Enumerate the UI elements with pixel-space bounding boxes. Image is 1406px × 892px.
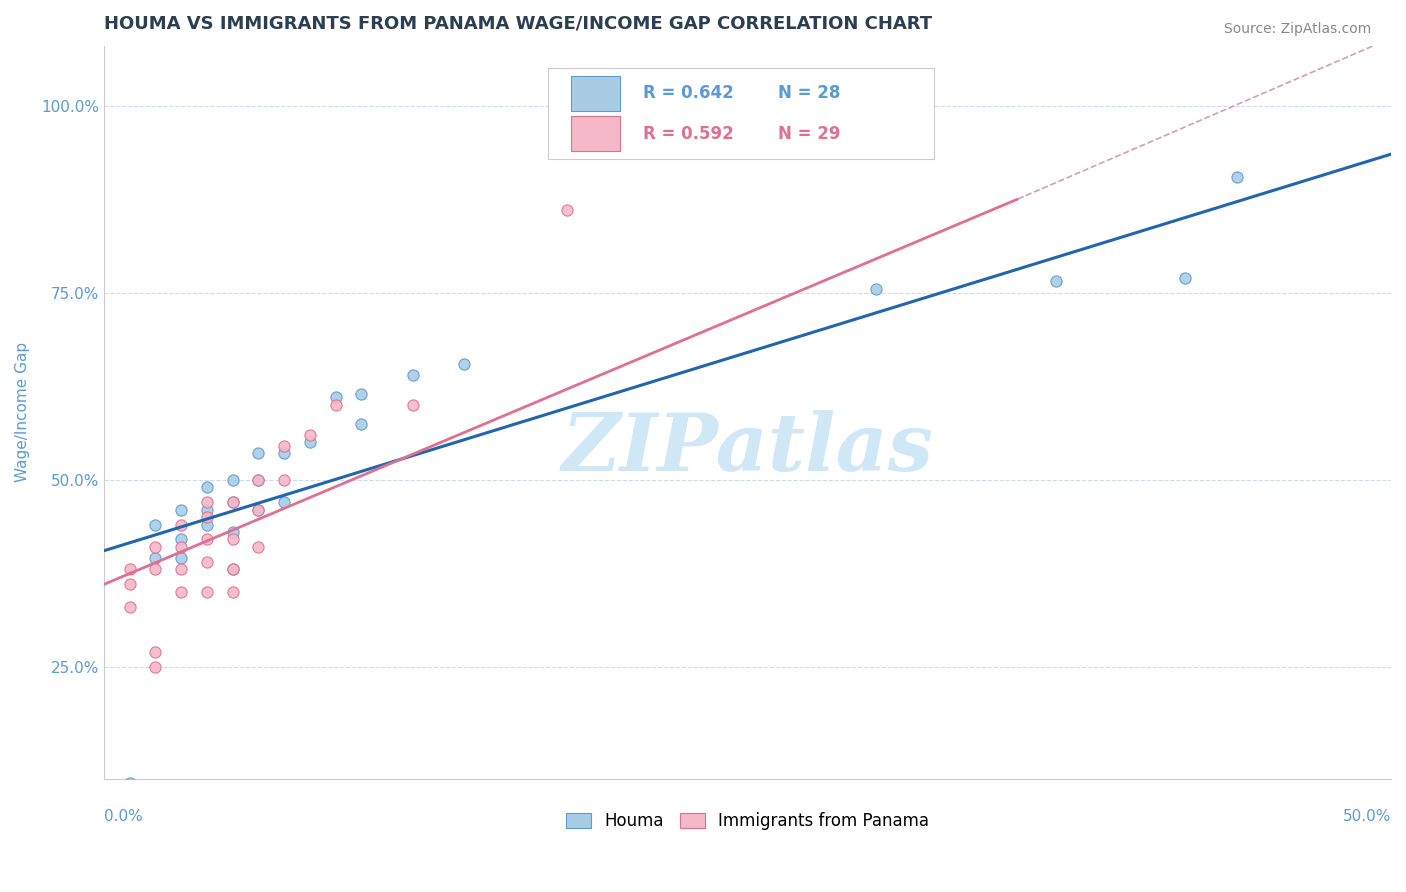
Point <box>145 540 167 554</box>
Point <box>170 585 193 599</box>
Text: 50.0%: 50.0% <box>1343 809 1391 824</box>
Point <box>221 495 243 509</box>
Point <box>170 533 193 547</box>
Point <box>170 517 193 532</box>
Point <box>247 502 270 516</box>
Point <box>273 473 295 487</box>
Point <box>325 390 347 404</box>
Point <box>145 562 167 576</box>
Point <box>298 435 321 450</box>
Point <box>170 502 193 516</box>
Point <box>1225 169 1247 184</box>
Point <box>195 495 218 509</box>
Point <box>221 533 243 547</box>
Point <box>555 203 578 218</box>
FancyBboxPatch shape <box>571 76 620 111</box>
Point <box>247 473 270 487</box>
Point <box>145 659 167 673</box>
Point <box>145 517 167 532</box>
Point <box>350 417 373 431</box>
Point <box>195 502 218 516</box>
Point <box>118 562 141 576</box>
Point <box>247 540 270 554</box>
Point <box>221 495 243 509</box>
Point <box>195 555 218 569</box>
Text: N = 28: N = 28 <box>779 85 841 103</box>
Point <box>221 562 243 576</box>
Text: Source: ZipAtlas.com: Source: ZipAtlas.com <box>1223 22 1371 37</box>
Point <box>221 524 243 539</box>
Point <box>145 645 167 659</box>
Point <box>195 533 218 547</box>
Point <box>221 473 243 487</box>
Point <box>402 368 425 382</box>
Point <box>865 282 887 296</box>
Text: HOUMA VS IMMIGRANTS FROM PANAMA WAGE/INCOME GAP CORRELATION CHART: HOUMA VS IMMIGRANTS FROM PANAMA WAGE/INC… <box>104 15 932 33</box>
Point <box>1045 274 1067 288</box>
Text: N = 29: N = 29 <box>779 125 841 143</box>
Point <box>170 562 193 576</box>
Point <box>221 562 243 576</box>
Point <box>145 551 167 566</box>
Point <box>247 502 270 516</box>
Text: ZIPatlas: ZIPatlas <box>561 410 934 488</box>
Point <box>247 446 270 460</box>
Point <box>273 495 295 509</box>
Point <box>273 439 295 453</box>
Point <box>453 357 475 371</box>
FancyBboxPatch shape <box>548 68 934 160</box>
Point <box>118 599 141 614</box>
Point <box>247 473 270 487</box>
Point <box>221 585 243 599</box>
Point <box>195 517 218 532</box>
Point <box>195 480 218 494</box>
Point <box>1174 270 1197 285</box>
Point <box>170 540 193 554</box>
Point <box>298 427 321 442</box>
Point <box>118 775 141 789</box>
FancyBboxPatch shape <box>571 116 620 151</box>
Y-axis label: Wage/Income Gap: Wage/Income Gap <box>15 343 30 483</box>
Point <box>170 551 193 566</box>
Legend: Houma, Immigrants from Panama: Houma, Immigrants from Panama <box>560 805 936 837</box>
Point <box>273 446 295 460</box>
Point <box>195 585 218 599</box>
Text: R = 0.642: R = 0.642 <box>643 85 734 103</box>
Point <box>325 398 347 412</box>
Point <box>118 577 141 591</box>
Point <box>402 398 425 412</box>
Point <box>350 386 373 401</box>
Point <box>195 510 218 524</box>
Text: R = 0.592: R = 0.592 <box>643 125 734 143</box>
Text: 0.0%: 0.0% <box>104 809 143 824</box>
